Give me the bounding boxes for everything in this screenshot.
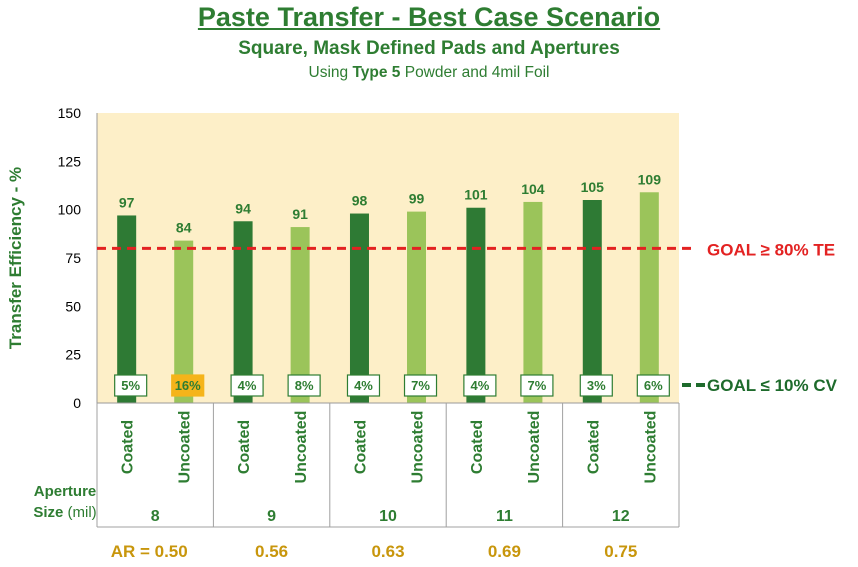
aspect-ratio-label: 0.75 xyxy=(604,542,637,561)
y-tick-label: 75 xyxy=(65,250,81,266)
cv-value-label: 7% xyxy=(528,378,547,393)
aperture-size-label: 8 xyxy=(151,508,160,525)
y-axis-label: Transfer Efficiency - % xyxy=(6,167,25,349)
bar-value-label: 84 xyxy=(176,220,192,236)
bar-coated xyxy=(349,213,369,403)
chart-subtitle: Square, Mask Defined Pads and Apertures xyxy=(238,38,620,59)
y-tick-label: 100 xyxy=(58,202,82,218)
cv-box xyxy=(230,374,264,397)
cv-box xyxy=(346,374,381,397)
x-category-label: Uncoated xyxy=(642,411,659,484)
bar-uncoated xyxy=(523,201,543,403)
cv-value-label: 3% xyxy=(587,378,606,393)
aspect-ratio-label: AR = 0.50 xyxy=(111,542,188,561)
cv-box xyxy=(520,374,554,397)
cv-value-label: 4% xyxy=(354,378,373,393)
chart-title: Paste Transfer - Best Case Scenario xyxy=(197,2,661,32)
goal-te-label: GOAL ≥ 80% TE xyxy=(707,240,835,259)
cv-value-label: 4% xyxy=(238,378,257,393)
cv-box xyxy=(579,374,613,397)
bar-value-label: 91 xyxy=(292,206,308,222)
bar-coated xyxy=(233,221,253,403)
chart-note: Using Type 5 Powder and 4mil Foil xyxy=(0,64,858,82)
bar-value-label: 99 xyxy=(409,191,425,207)
x-category-label: Coated xyxy=(585,420,602,474)
bar-uncoated xyxy=(174,240,194,403)
x-category-label: Uncoated xyxy=(293,411,310,484)
x-category-label: Coated xyxy=(236,420,253,474)
aspect-ratio-label: 0.63 xyxy=(371,542,404,561)
cv-value-label: 4% xyxy=(470,378,489,393)
bar-uncoated xyxy=(407,211,427,403)
cv-value-label: 8% xyxy=(295,378,314,393)
aperture-label-line1: Aperture xyxy=(34,483,97,500)
y-tick-label: 0 xyxy=(73,395,81,411)
bar-value-label: 98 xyxy=(352,193,368,209)
aperture-size-label: 12 xyxy=(612,508,630,525)
aperture-size-label: 11 xyxy=(496,508,513,525)
x-category-label: Coated xyxy=(120,420,137,474)
y-tick-label: 25 xyxy=(65,347,81,363)
bar-uncoated xyxy=(639,192,659,403)
aperture-label-size: Size xyxy=(33,504,63,521)
bar-value-label: 109 xyxy=(638,171,662,187)
goal-cv-label: GOAL ≤ 10% CV xyxy=(707,376,838,395)
plot-area xyxy=(97,113,679,403)
x-category-label: Coated xyxy=(352,420,369,474)
x-category-label: Uncoated xyxy=(526,411,543,484)
bar-value-label: 104 xyxy=(521,181,545,197)
cv-box xyxy=(287,374,321,397)
cv-box xyxy=(463,374,497,397)
bar-coated xyxy=(582,200,602,403)
cv-value-label: 5% xyxy=(121,378,140,393)
aperture-label-unit: (mil) xyxy=(63,504,96,521)
chart-note-suffix: Powder and 4mil Foil xyxy=(400,64,550,81)
chart-note-bold: Type 5 xyxy=(352,64,401,81)
cv-box xyxy=(114,374,148,397)
y-tick-label: 50 xyxy=(65,298,81,314)
aperture-size-label: 9 xyxy=(267,508,276,525)
cv-box xyxy=(171,374,205,397)
bar-coated xyxy=(117,215,137,403)
bar-value-label: 97 xyxy=(119,194,135,210)
aspect-ratio-label: 0.56 xyxy=(255,542,288,561)
bar-value-label: 105 xyxy=(581,179,605,195)
aperture-size-label: 10 xyxy=(379,508,397,525)
aspect-ratio-label: 0.69 xyxy=(488,542,521,561)
x-category-label: Uncoated xyxy=(410,411,427,484)
bar-coated xyxy=(466,207,486,403)
bar-value-label: 101 xyxy=(464,187,488,203)
aperture-label-line2: Size (mil) xyxy=(33,504,96,521)
y-tick-label: 150 xyxy=(58,105,82,121)
cv-box xyxy=(403,374,438,397)
cv-value-label: 16% xyxy=(175,378,201,393)
cv-value-label: 6% xyxy=(644,378,663,393)
bar-value-label: 94 xyxy=(235,200,251,216)
cv-box xyxy=(636,374,670,397)
cv-value-label: 7% xyxy=(411,378,430,393)
x-category-label: Uncoated xyxy=(177,411,194,484)
y-tick-label: 125 xyxy=(58,153,82,169)
bar-uncoated xyxy=(290,227,310,403)
chart-note-prefix: Using xyxy=(308,64,353,81)
x-category-label: Coated xyxy=(469,420,486,474)
